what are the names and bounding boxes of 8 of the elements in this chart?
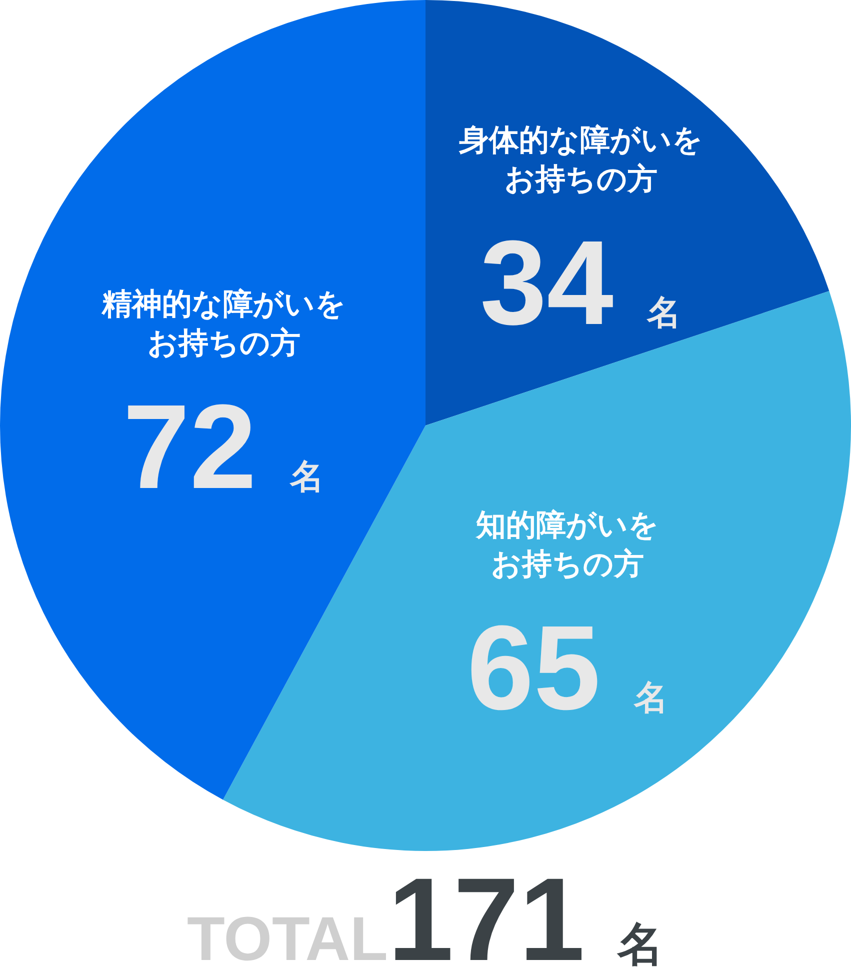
data-label: 34 名 xyxy=(480,216,681,350)
data-label: 72 名 xyxy=(123,380,324,514)
slice-label: 精神的な障がいをお持ちの方 xyxy=(101,288,346,360)
data-label: 65 名 xyxy=(467,601,668,735)
slice-label: 知的障がいをお持ちの方 xyxy=(475,509,659,581)
pie-slice xyxy=(426,0,830,426)
slice-label: 身体的な障がいをお持ちの方 xyxy=(458,124,703,196)
pie-slice xyxy=(0,0,426,800)
